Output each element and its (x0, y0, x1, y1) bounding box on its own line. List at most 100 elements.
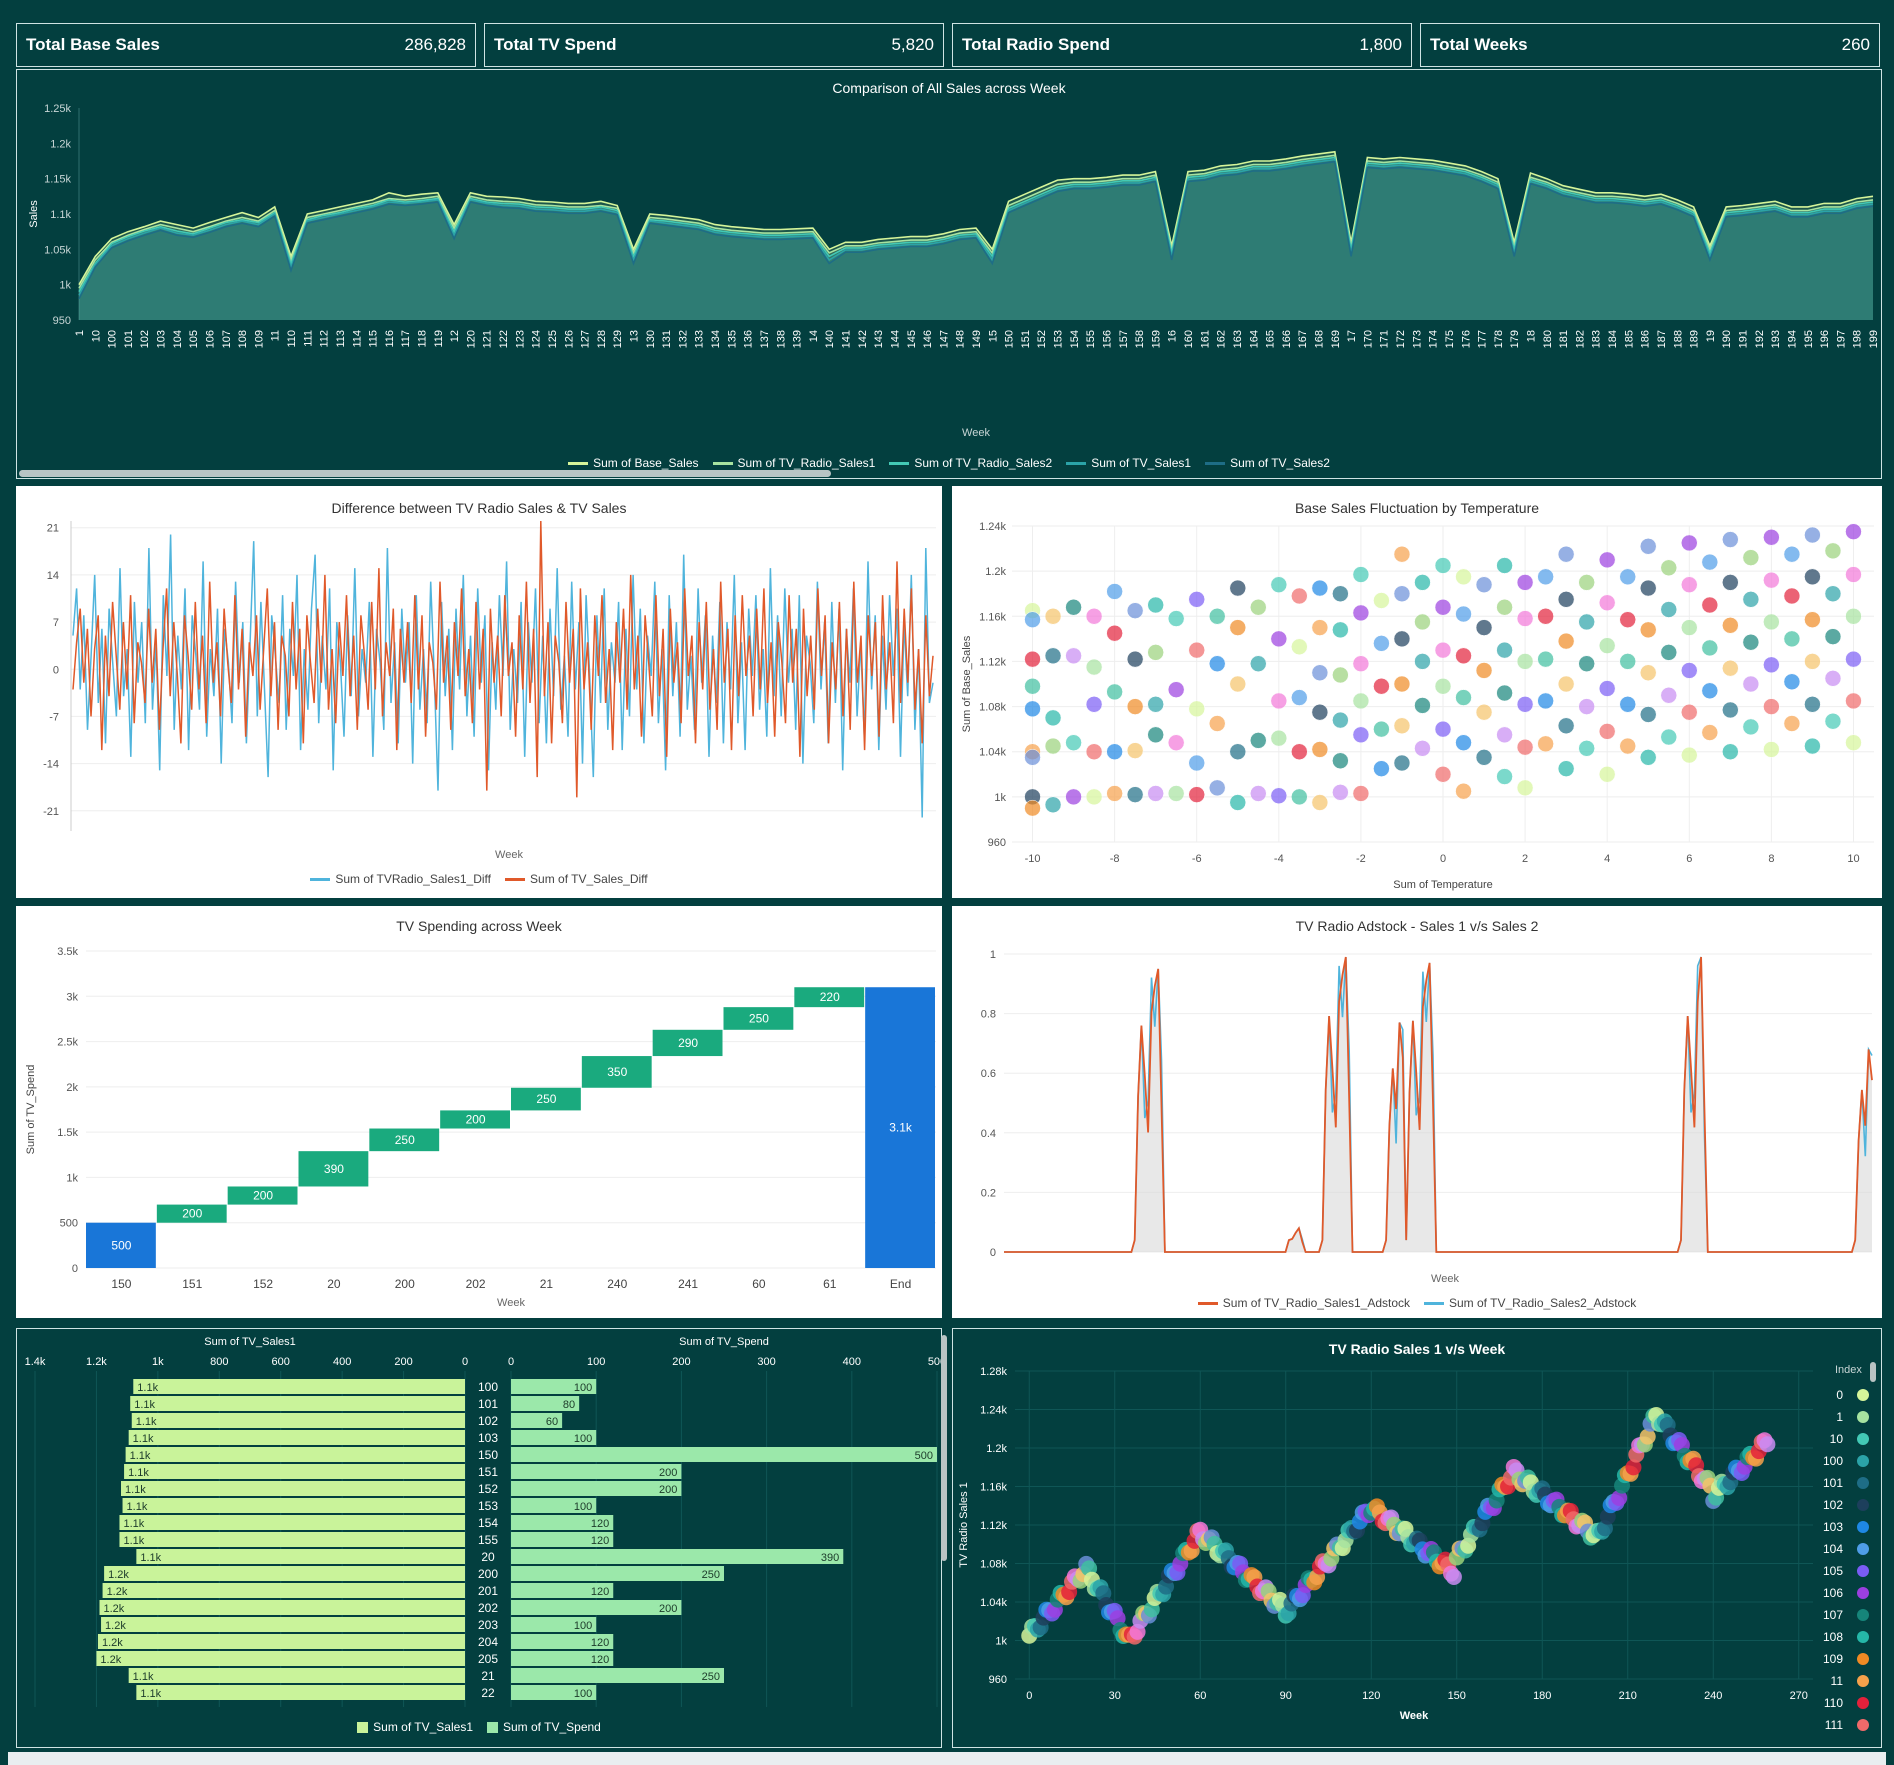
y-tick-label: 14 (47, 570, 59, 582)
waterfall-bar (511, 1087, 581, 1111)
scatter-point (1516, 779, 1534, 797)
scatter-point (1291, 689, 1308, 706)
scatter-point (1085, 743, 1103, 760)
scatter-point (1373, 720, 1390, 738)
sales-bar-label: 1.2k (102, 1637, 123, 1649)
chart-title: Comparison of All Sales across Week (832, 80, 1066, 96)
category-label: 204 (478, 1635, 498, 1649)
legend-item[interactable]: Sum of TVRadio_Sales1_Diff (310, 872, 491, 886)
sales-bar-label: 1.2k (100, 1654, 121, 1666)
scatter-point (1804, 696, 1821, 713)
legend-item[interactable]: Sum of TV_Radio_Sales1 (712, 456, 875, 470)
y-axis-title: Sum of Base_Sales (961, 635, 973, 732)
legend-item[interactable]: Sum of TV_Spend (487, 1720, 601, 1734)
legend-item[interactable]: Sum of Base_Sales (568, 456, 699, 470)
category-label: 100 (478, 1380, 498, 1394)
scatter-point (1352, 726, 1370, 744)
x-tick-label: 123 (514, 330, 526, 348)
legend-swatch (1857, 1653, 1869, 1665)
scatter-point (1291, 587, 1308, 605)
scatter-point (1783, 630, 1801, 648)
x-tick-label: 142 (857, 330, 869, 348)
y-tick-label: 1.2k (986, 1443, 1007, 1455)
sales-bar (102, 1583, 466, 1598)
sales-bar-label: 1.2k (104, 1603, 125, 1615)
scatter-point (1085, 696, 1103, 713)
x-tick-label: 195 (1803, 330, 1815, 348)
x-tick-label: 19 (1705, 330, 1717, 342)
legend-label: 102 (1823, 1498, 1843, 1512)
x-tick-label: 13 (629, 330, 641, 342)
x-tick-label: 185 (1623, 330, 1635, 348)
sales-bar (119, 1532, 465, 1547)
scatter-point (1455, 689, 1472, 706)
category-label: 103 (478, 1431, 498, 1445)
scatter-point (1311, 619, 1329, 636)
x-tick-label: 114 (351, 330, 363, 348)
x-tick-label: 155 (1085, 330, 1097, 348)
spend-bar (511, 1396, 580, 1411)
vertical-scrollbar[interactable] (941, 1335, 947, 1561)
scatter-point (1783, 673, 1801, 690)
legend-item[interactable]: Sum of TV_Sales1 (357, 1720, 473, 1734)
scatter-point (1598, 594, 1616, 611)
scatter-point (1065, 647, 1082, 665)
legend-label: 103 (1823, 1520, 1843, 1534)
scatter-point (1681, 534, 1698, 552)
x-tick-label: 144 (889, 330, 901, 348)
y-tick-label: 7 (53, 617, 59, 629)
x-tick-label: 174 (1428, 330, 1440, 348)
x-tick-label: 143 (873, 330, 885, 348)
scatter-point (1455, 734, 1472, 751)
scatter-point (1393, 545, 1411, 563)
x-tick-label: 163 (1232, 330, 1244, 348)
scatter-point (1598, 637, 1616, 654)
legend-swatch (712, 461, 733, 465)
scatter-point (1804, 568, 1821, 586)
x-tick-label: 183 (1591, 330, 1603, 348)
x-tick-label: 191 (1738, 330, 1750, 348)
scatter-point (1619, 568, 1636, 586)
scatter-point (1250, 785, 1267, 802)
bar-data-label: 200 (466, 1112, 486, 1126)
legend-item[interactable]: Sum of TV_Radio_Sales2_Adstock (1424, 1296, 1636, 1310)
spend-bar (511, 1685, 597, 1700)
x-axis-title: Week (962, 427, 990, 439)
x-tick-label: 169 (1330, 330, 1342, 348)
scatter-point (1763, 613, 1780, 631)
x-tick-label: 8 (1768, 853, 1774, 865)
horizontal-scrollbar[interactable] (19, 470, 831, 477)
x-tick-label: 109 (253, 330, 265, 348)
scatter-point (1660, 644, 1678, 661)
legend-label: 109 (1823, 1652, 1843, 1666)
x-tick-label: 60 (1194, 1690, 1206, 1702)
scatter-point (1681, 703, 1698, 721)
category-label: 205 (478, 1652, 498, 1666)
spend-bar-label: 80 (563, 1399, 575, 1411)
scatter-point (1352, 785, 1370, 802)
x-tick-label: 105 (188, 330, 200, 348)
legend-item[interactable]: Sum of TV_Radio_Sales2 (889, 456, 1052, 470)
scatter-point (1393, 630, 1411, 648)
scatter-point (1578, 740, 1595, 757)
chart-adstock: 0 0.2 0.4 0.6 0.8 1 Week (981, 949, 1873, 1285)
scatter-point (1722, 743, 1739, 760)
scatter-point (1681, 746, 1698, 764)
scatter-point (1167, 681, 1185, 698)
x-tick-label: 115 (368, 330, 380, 348)
series-area (79, 159, 1873, 320)
legend-item[interactable]: Sum of TV_Sales_Diff (505, 872, 648, 886)
legend-item[interactable]: Sum of TV_Sales1 (1066, 456, 1191, 470)
legend-item[interactable]: Sum of TV_Sales2 (1205, 456, 1330, 470)
scatter-point (1024, 799, 1041, 817)
x-tick-label: 173 (1411, 330, 1423, 348)
y-tick-label: 1.12k (979, 656, 1006, 668)
legend-item[interactable]: Sum of TV_Radio_Sales1_Adstock (1197, 1296, 1410, 1310)
sales-bar-label: 1.1k (140, 1688, 161, 1700)
chart-title: TV Radio Sales 1 v/s Week (1328, 1341, 1506, 1357)
scatter-point (1557, 760, 1575, 777)
scatter-point (1229, 743, 1247, 760)
category-label: 101 (478, 1397, 498, 1411)
legend-label: 107 (1823, 1608, 1843, 1622)
x-tick-label: 107 (221, 330, 233, 348)
